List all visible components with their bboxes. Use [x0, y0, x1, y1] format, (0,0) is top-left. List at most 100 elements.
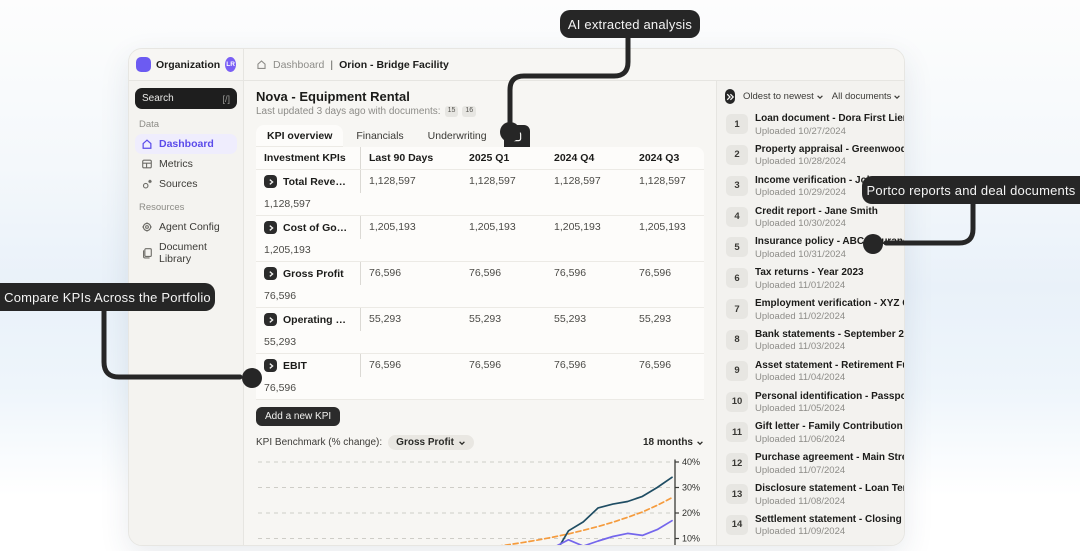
kpi-value-cell: 1,128,597 — [369, 175, 416, 187]
document-info: Bank statements - September 2024 Uploade… — [755, 328, 905, 354]
document-number-badge: 6 — [726, 268, 748, 289]
benchmark-metric-select[interactable]: Gross Profit — [388, 435, 474, 450]
document-list-item[interactable]: 2 Property appraisal - Greenwood Estate … — [717, 141, 904, 172]
expand-row-button[interactable] — [264, 267, 277, 280]
expand-row-button[interactable] — [264, 313, 277, 326]
document-number-badge: 1 — [726, 114, 748, 134]
sidebar-item-metrics[interactable]: Metrics — [135, 154, 237, 174]
sidebar-item-sources[interactable]: Sources — [135, 174, 237, 194]
home-icon — [256, 59, 267, 70]
doc-count-badge[interactable]: 15 — [444, 106, 459, 117]
document-info: Employment verification - XYZ Corp Uploa… — [755, 298, 904, 323]
column-header: Last 90 Days — [369, 152, 434, 164]
document-list-item[interactable]: 15 Home inspection report - Brown Reside… — [717, 542, 904, 546]
document-list-item[interactable]: 8 Bank statements - September 2024 Uploa… — [717, 326, 905, 357]
sidebar-item-document-library[interactable]: Document Library — [135, 237, 237, 269]
kpi-value-cell: 1,205,193 — [469, 221, 516, 233]
sidebar-item-label: Metrics — [159, 158, 193, 170]
document-info: Personal identification - Passport Uploa… — [755, 391, 904, 416]
document-list-item[interactable]: 12 Purchase agreement - Main Street Prop… — [717, 449, 904, 480]
org-name: Organization — [156, 58, 221, 71]
document-upload-date: Uploaded 10/30/2024 — [755, 218, 846, 230]
document-list-item[interactable]: 1 Loan document - Dora First Lien Upload… — [717, 110, 904, 141]
document-info: Disclosure statement - Loan Terms Upload… — [755, 483, 905, 508]
page-title: Nova - Equipment Rental — [256, 89, 410, 104]
y-axis-tick-label: 30% — [682, 483, 700, 493]
kpi-value-cell: 1,205,193 — [709, 216, 716, 239]
sidebar: Search [/] Data Dashboard Metrics Source… — [129, 81, 244, 545]
collapse-panel-button[interactable] — [725, 89, 735, 104]
document-upload-date: Uploaded 11/01/2024 — [755, 279, 846, 291]
chevron-down-icon — [816, 94, 823, 99]
expand-row-button[interactable] — [264, 221, 277, 234]
document-list-item[interactable]: 11 Gift letter - Family Contribution Upl… — [717, 418, 904, 449]
document-number-badge: 11 — [726, 422, 748, 443]
breadcrumb-section[interactable]: Dashboard — [273, 58, 325, 71]
document-list-item[interactable]: 4 Credit report - Jane Smith Uploaded 10… — [717, 203, 904, 234]
tab-financials[interactable]: Financials — [356, 130, 404, 142]
breadcrumb: Dashboard | Orion - Bridge Facility — [244, 49, 904, 80]
document-title: Bank statements - September 2024 — [755, 328, 905, 340]
kpi-value-cell-clipped: 1,205,193 — [264, 244, 311, 256]
filter-selected-value: All documents — [831, 91, 892, 102]
chevron-right-icon — [268, 224, 274, 231]
document-list-item[interactable]: 6 Tax returns - Year 2023 Uploaded 11/01… — [717, 264, 904, 295]
document-upload-date: Uploaded 11/03/2024 — [755, 341, 846, 353]
range-selected-value: 18 months — [642, 437, 693, 448]
document-list-item[interactable]: 3 Income verification - John Doe Uploade… — [717, 172, 904, 203]
callout-portco-reports: Portco reports and deal documents — [862, 176, 1080, 204]
chevron-down-icon — [697, 440, 703, 445]
document-list-item[interactable]: 10 Personal identification - Passport Up… — [717, 388, 904, 419]
document-info: Purchase agreement - Main Street Prop Up… — [755, 452, 904, 477]
document-info: Settlement statement - Closing Costs Upl… — [755, 514, 904, 539]
kpi-row-label: Cost of Goods Sol... — [256, 216, 361, 239]
app-window: Organization LR Dashboard | Orion - Brid… — [128, 48, 905, 546]
kpi-value-cell: 76,596 — [369, 267, 402, 279]
sidebar-item-dashboard[interactable]: Dashboard — [135, 134, 237, 154]
kpi-value-cell-clipped: 1,128,597 — [264, 198, 311, 210]
avatar[interactable]: LR — [225, 57, 236, 72]
kpi-name: Cost of Goods Sol... — [283, 221, 352, 234]
document-list-item[interactable]: 13 Disclosure statement - Loan Terms Upl… — [717, 480, 905, 511]
document-number-badge: 7 — [726, 299, 748, 320]
chevron-down-icon — [894, 94, 901, 99]
y-axis-tick-label: 40% — [682, 457, 700, 467]
add-tab-button[interactable] — [503, 125, 530, 147]
document-upload-date: Uploaded 11/07/2024 — [755, 464, 846, 476]
document-title: Insurance policy - ABC Insurance — [755, 236, 905, 248]
kpi-name: Operating Expens... — [283, 313, 352, 326]
expand-row-button[interactable] — [264, 359, 277, 372]
tab-bar: KPI overview Financials Underwriting — [256, 125, 704, 147]
kpi-value-cell: 1,205,193 — [369, 221, 416, 233]
expand-row-button[interactable] — [264, 175, 277, 188]
sort-selected-value: Oldest to newest — [743, 91, 814, 102]
kpi-row-label: EBIT — [256, 354, 361, 377]
filter-dropdown[interactable]: All documents — [832, 91, 902, 102]
sort-dropdown[interactable]: Oldest to newest — [743, 91, 824, 102]
column-header: 2024 Q3 — [639, 152, 680, 164]
doc-count-badge[interactable]: 16 — [462, 106, 477, 117]
document-info: Tax returns - Year 2023 Uploaded 11/01/2… — [755, 267, 897, 292]
document-list-item[interactable]: 9 Asset statement - Retirement Fund Uplo… — [717, 357, 905, 388]
document-list-item[interactable]: 5 Insurance policy - ABC Insurance Uploa… — [717, 233, 905, 264]
tab-underwriting[interactable]: Underwriting — [427, 130, 487, 142]
kpi-value-cell: 76,596 — [469, 359, 502, 371]
tab-kpi-overview[interactable]: KPI overview — [256, 125, 344, 147]
sidebar-item-agent-config[interactable]: Agent Config — [135, 217, 237, 237]
document-title: Disclosure statement - Loan Terms — [755, 483, 905, 495]
kpi-value-cell: 76,596 — [469, 267, 502, 279]
subtitle-text: Last updated 3 days ago with documents: — [256, 106, 441, 117]
document-list-item[interactable]: 7 Employment verification - XYZ Corp Upl… — [717, 295, 904, 326]
search-input[interactable]: Search [/] — [135, 88, 237, 109]
document-upload-date: Uploaded 10/27/2024 — [755, 125, 846, 137]
document-number-badge: 13 — [726, 484, 748, 505]
range-select[interactable]: 18 months — [643, 437, 704, 448]
documents-panel-header: Oldest to newest All documents — [717, 81, 904, 110]
document-list-item[interactable]: 14 Settlement statement - Closing Costs … — [717, 511, 904, 542]
add-kpi-button[interactable]: Add a new KPI — [256, 407, 341, 426]
kpi-value-cell: 76,596 — [709, 354, 716, 377]
org-header[interactable]: Organization LR — [129, 49, 244, 80]
sidebar-item-label: Document Library — [159, 241, 207, 265]
document-title: Asset statement - Retirement Fund — [755, 359, 905, 371]
y-axis-tick-label: 20% — [682, 508, 700, 518]
